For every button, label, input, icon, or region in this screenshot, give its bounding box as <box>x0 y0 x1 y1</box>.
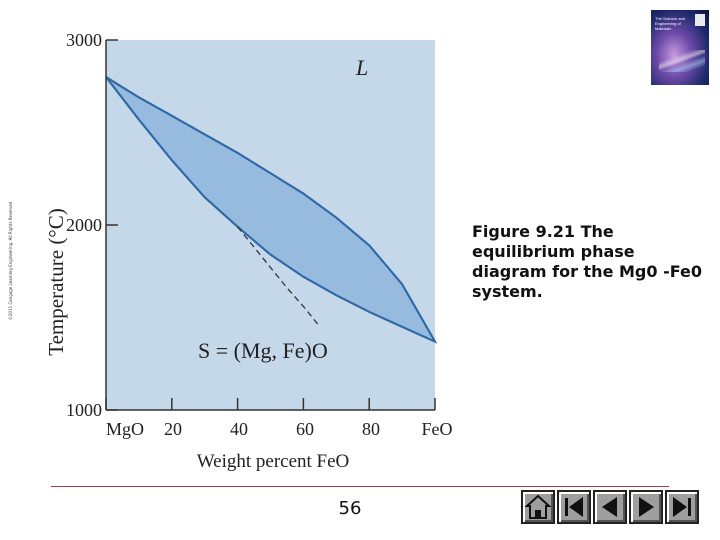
home-icon <box>524 494 552 519</box>
y-tick-label: 2000 <box>66 215 102 235</box>
first-slide-button[interactable] <box>557 490 591 524</box>
solid-region-label: S = (Mg, Fe)O <box>198 338 328 363</box>
next-slide-button[interactable] <box>629 490 663 524</box>
footer-rule <box>51 486 669 487</box>
book-cover-stripe <box>695 14 705 26</box>
home-button[interactable] <box>521 490 555 524</box>
last-slide-button[interactable] <box>665 490 699 524</box>
previous-slide-button[interactable] <box>593 490 627 524</box>
x-tick-label: 60 <box>296 419 314 439</box>
liquidus-line <box>105 76 436 343</box>
x-tick-label: 80 <box>362 419 380 439</box>
first-icon <box>565 497 583 517</box>
next-icon <box>639 497 654 517</box>
book-cover-image: The Science and Engineering of Materials <box>651 10 709 85</box>
last-icon <box>673 497 691 517</box>
x-tick-label: FeO <box>421 419 453 439</box>
x-tick-label: MgO <box>105 419 144 439</box>
book-cover-title: The Science and Engineering of Materials <box>655 16 686 31</box>
x-tick-label: 40 <box>230 419 248 439</box>
y-axis-title: Temperature (°C) <box>44 208 68 356</box>
liquid-region-label: L <box>356 55 369 80</box>
y-tick-label: 1000 <box>66 400 102 420</box>
page-number: 56 <box>338 498 362 519</box>
metastable-dashed-line <box>237 226 321 328</box>
prev-icon <box>602 497 617 517</box>
book-cover-rays <box>659 50 705 72</box>
figure-caption: Figure 9.21 The equilibrium phase diagra… <box>472 222 702 301</box>
x-axis-title: Weight percent FeO <box>196 451 350 472</box>
y-tick-label: 3000 <box>66 30 102 50</box>
x-tick-label: 20 <box>164 419 182 439</box>
solidus-line <box>105 76 436 343</box>
